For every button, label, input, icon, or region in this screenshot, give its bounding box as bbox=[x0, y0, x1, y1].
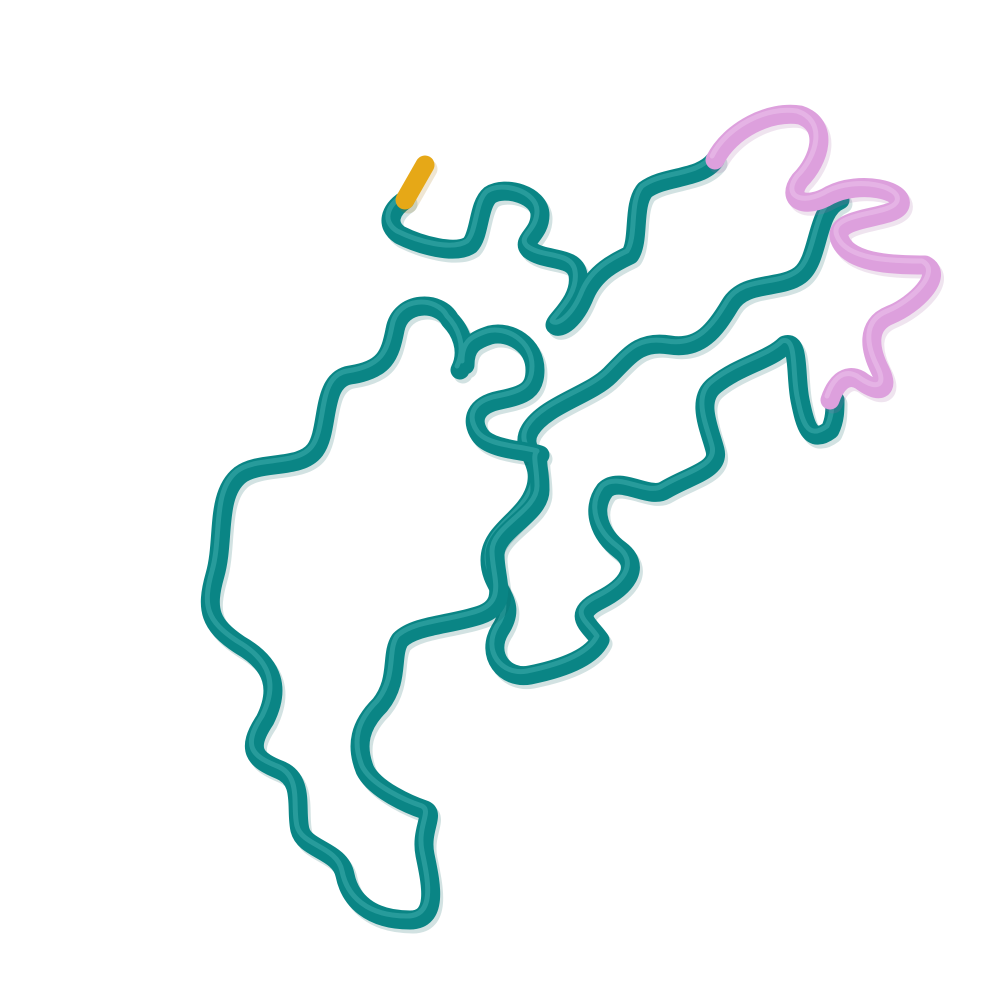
helix-segment bbox=[705, 104, 944, 414]
helix bbox=[705, 104, 941, 410]
coil-segment-left-loop bbox=[200, 296, 553, 934]
coil-middle bbox=[480, 190, 850, 686]
helix-highlight bbox=[709, 107, 931, 399]
coil-middle-highlight bbox=[484, 193, 840, 675]
coil-segment-top bbox=[381, 150, 728, 340]
coil-left-highlight bbox=[204, 299, 540, 919]
coil-top-highlight bbox=[385, 153, 715, 325]
coil-left bbox=[200, 296, 550, 930]
terminus-segment bbox=[395, 155, 438, 214]
terminus bbox=[395, 155, 435, 210]
coil-segment-middle bbox=[480, 190, 853, 690]
coil-top bbox=[381, 150, 725, 336]
